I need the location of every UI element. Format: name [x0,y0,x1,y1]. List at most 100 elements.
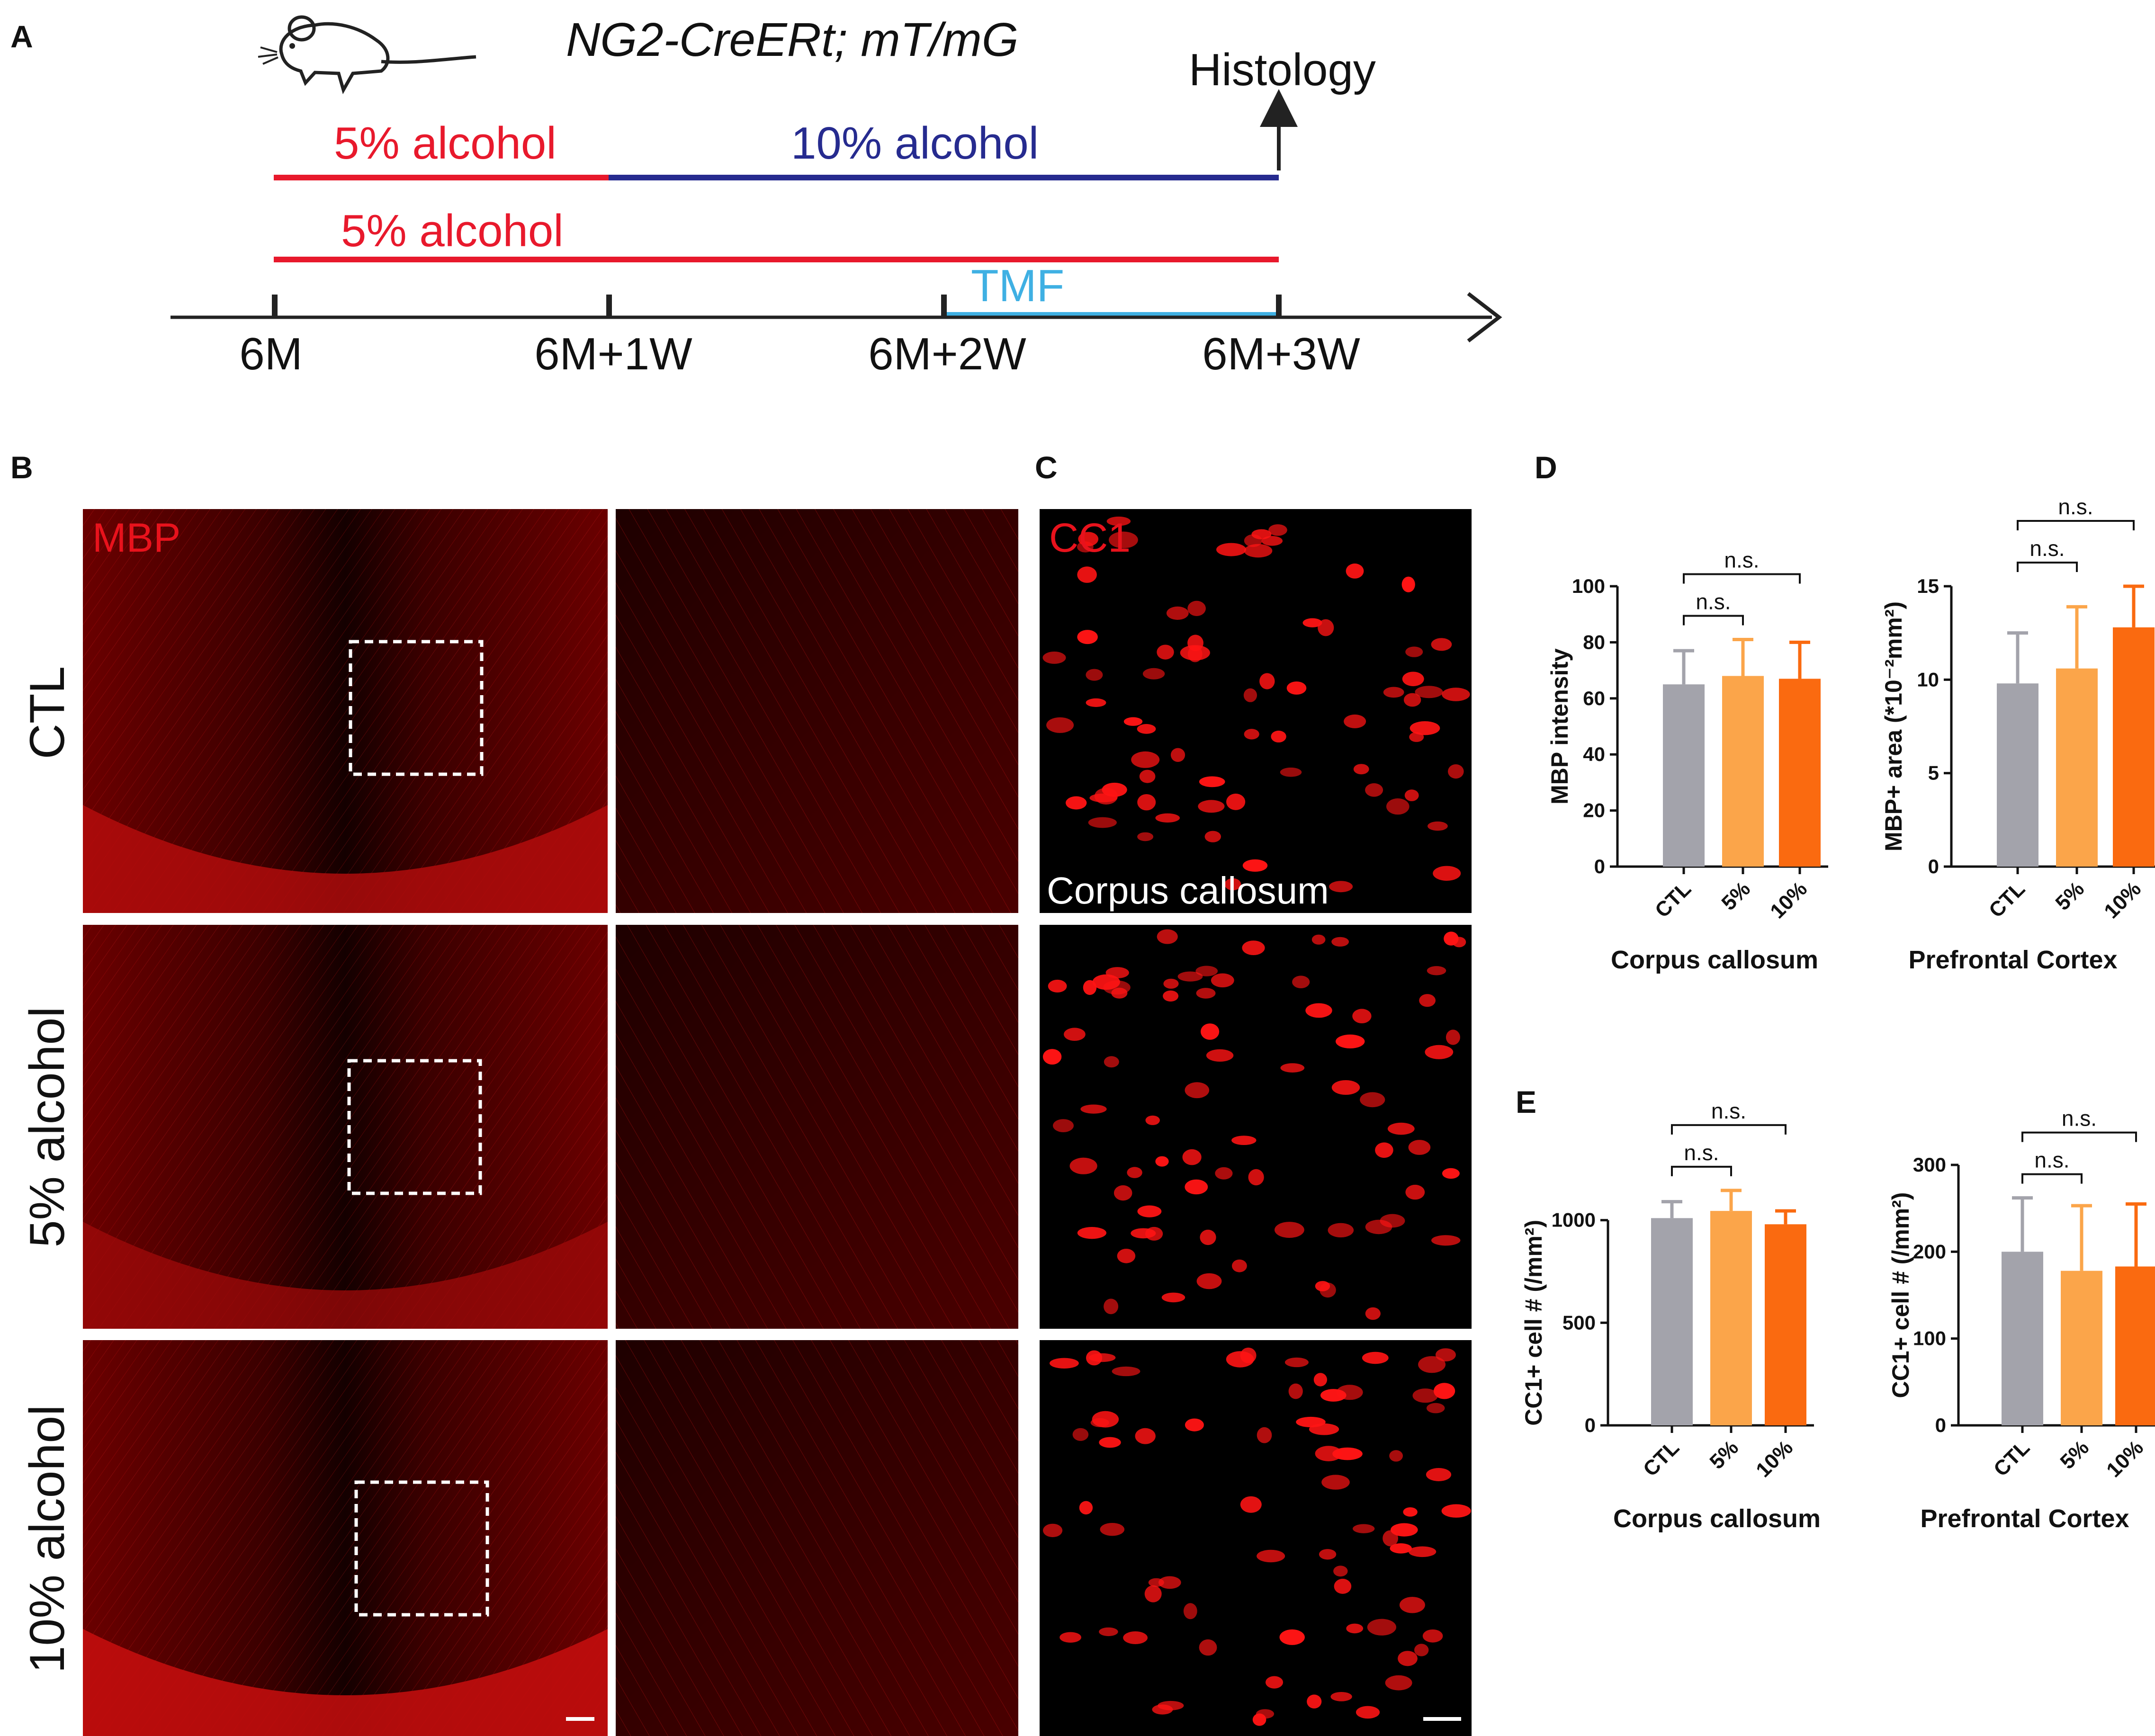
significance-bracket [1683,615,1744,626]
cc1-nucleus [1166,606,1189,620]
cc1-nucleus [1086,1350,1103,1366]
cc1-nucleus [1422,1629,1443,1643]
timeline-axis-arrowhead [1467,292,1502,343]
significance-label: n.s. [1724,547,1759,572]
bar [2115,1266,2155,1425]
cc1-nucleus [1139,770,1156,783]
cc1-nucleus [1288,1383,1303,1399]
cc1-nucleus [1170,748,1185,762]
cc1-nucleus [1275,1222,1304,1238]
cc1-nucleus [1086,698,1106,707]
cc1-nucleus [1099,1437,1121,1448]
y-tick-label: 0 [1935,1414,1946,1436]
cc1-nucleus [1426,1403,1445,1414]
cc1-nucleus [1195,966,1218,976]
cc1-nucleus [1104,1056,1119,1068]
cc1-nucleus [1320,1282,1336,1298]
significance-bracket [2021,1131,2137,1142]
cc1-nucleus [1448,764,1464,779]
tmf-label: TMF [971,260,1064,311]
cc1-nucleus [1284,1357,1309,1368]
cc1-nucleus [1200,1229,1216,1245]
cc1-nucleus [1182,1149,1202,1165]
cc1-nucleus [1418,1356,1446,1373]
significance-bracket [2017,562,2078,572]
cc1-nucleus [1346,1623,1364,1634]
panel-letter-d: D [1535,450,1557,485]
bar [1710,1211,1752,1425]
cc1-nucleus [1321,1475,1350,1490]
cc1-nucleus [1441,1504,1471,1518]
cc1-nucleus [1302,618,1322,627]
cc1-nucleus [1180,645,1210,661]
cc1-region-label: Corpus callosum [1047,869,1329,912]
x-tick-label: 5% [1717,877,1755,915]
cc1-nucleus [1389,1450,1403,1462]
cc1-nucleus [1077,566,1097,583]
cc1-nucleus [1240,1496,1262,1513]
y-tick-label: 60 [1583,687,1605,709]
cc1-nucleus [1080,1104,1107,1114]
cc1-nucleus [1198,800,1225,813]
y-tick-label: 0 [1594,855,1605,877]
significance-label: n.s. [1684,1140,1719,1165]
panel-letter-e: E [1516,1084,1536,1119]
tick-label-6m-1w: 6M+1W [534,329,692,379]
cc1-nucleus [1137,832,1154,841]
cc1-nucleus [1103,980,1131,995]
significance-label: n.s. [2058,494,2093,519]
cc1-nucleus [1415,686,1443,698]
cc1-nucleus [1401,576,1415,592]
x-tick-label: 5% [1705,1436,1743,1474]
cc1-nucleus [1137,794,1156,811]
cc1-nucleus [1042,1049,1062,1065]
cc1-nucleus [1199,776,1225,787]
bar [2113,627,2155,867]
cc1-nucleus [1161,1292,1185,1303]
cc1-nucleus [1353,764,1369,775]
cc1-nucleus [1352,1009,1372,1023]
cc1-nucleus [1334,1578,1352,1594]
cc1-nucleus [1329,881,1353,893]
cc1-nucleus [1315,1446,1342,1461]
cc1-nucleus [1280,767,1302,777]
cc1-nucleus [1106,516,1131,526]
y-tick-label: 0 [1928,855,1939,877]
cc1-nucleus [1152,1704,1173,1715]
cc1-nucleus [1142,668,1165,680]
cc1-nucleus [1305,1003,1332,1018]
y-axis-label: MBP intensity [1546,648,1573,805]
cc1-nucleus [1257,1549,1285,1563]
cc1-nucleus [1224,878,1241,891]
row2-label-5pct: 5% alcohol [341,206,564,256]
cc1-nucleus [1077,630,1098,644]
cc1-nucleus [1099,1627,1118,1637]
cc1-nucleus [1412,1388,1438,1403]
cc1-nucleus [1042,651,1066,664]
cc1-nucleus [1211,973,1234,988]
cc1-nucleus [1391,1523,1418,1537]
x-tick-label: 10% [1766,877,1812,923]
x-tick-label: CTL [1989,1436,2034,1481]
chart-title: Corpus callosum [1613,1504,1821,1533]
cc1-nucleus [1405,1184,1425,1200]
y-tick-label: 5 [1928,762,1939,784]
significance-bracket [1671,1124,1787,1135]
y-tick-label: 40 [1583,743,1605,765]
cc1-nucleus [1279,1629,1305,1645]
tick-label-6m-2w: 6M+2W [868,329,1026,379]
cc1-nucleus [1259,673,1275,689]
cc1-nucleus [1123,717,1143,726]
bar [2002,1252,2043,1425]
cc1-nucleus [1444,931,1459,946]
timeline-ticks [272,295,1282,318]
y-tick-label: 80 [1583,631,1605,653]
cc1-nucleus [1113,1185,1132,1201]
cc1-nucleus [1077,1227,1106,1239]
cc1-nucleus [1100,1523,1125,1536]
cc1-nucleus [1185,1082,1210,1099]
significance-label: n.s. [1711,1099,1746,1123]
cc1-nucleus [1145,1115,1160,1125]
